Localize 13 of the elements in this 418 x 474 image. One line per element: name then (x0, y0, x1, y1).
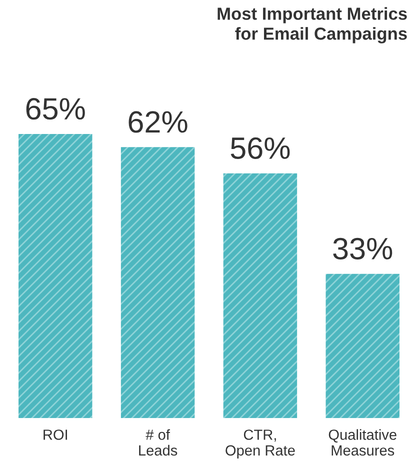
data-label: 62% (128, 111, 188, 133)
data-label: 33% (333, 238, 392, 260)
bar (120, 147, 195, 418)
x-tick-label: ROI (44, 430, 68, 440)
bar (326, 274, 400, 418)
bar (223, 173, 298, 418)
x-tick-label: Qualitative Measures (328, 429, 396, 456)
x-tick-label: # of Leads (139, 429, 178, 456)
data-label: 56% (230, 137, 290, 159)
bar (18, 134, 92, 418)
chart-title: Most Important Metrics for Email Campaigns (218, 7, 407, 44)
data-label: 65% (26, 98, 85, 120)
x-tick-label: CTR, Open Rate (226, 430, 295, 458)
